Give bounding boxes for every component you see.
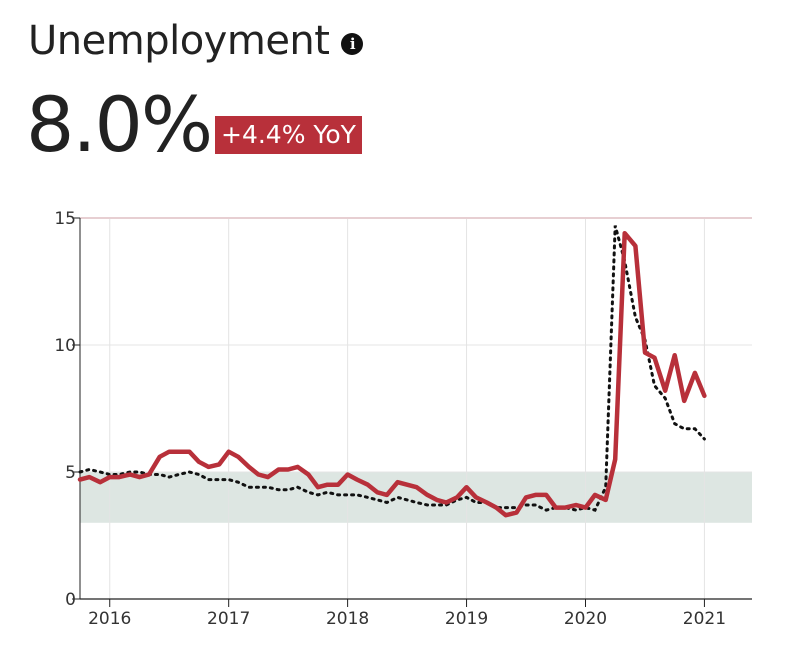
current-value: 8.0%	[26, 80, 213, 169]
page-title: Unemployment	[28, 18, 330, 64]
reference-band	[80, 472, 752, 523]
x-tick-label: 2019	[445, 609, 488, 629]
x-tick-label: 2018	[326, 609, 369, 629]
x-tick-label: 2017	[207, 609, 250, 629]
x-tick-label: 2021	[683, 609, 726, 629]
trend-dotted-line	[78, 225, 706, 512]
actual-rate-line	[77, 230, 707, 518]
x-tick-label: 2020	[564, 609, 607, 629]
y-tick-label: 0	[65, 590, 76, 610]
x-tick-label: 2016	[88, 609, 131, 629]
y-tick-label: 10	[54, 336, 76, 356]
yoy-change-badge: +4.4% YoY	[215, 116, 362, 154]
chart-title-row: Unemployment i	[28, 18, 364, 64]
y-tick-label: 15	[54, 209, 76, 229]
y-tick-label: 5	[65, 463, 76, 483]
info-icon[interactable]: i	[341, 33, 364, 55]
